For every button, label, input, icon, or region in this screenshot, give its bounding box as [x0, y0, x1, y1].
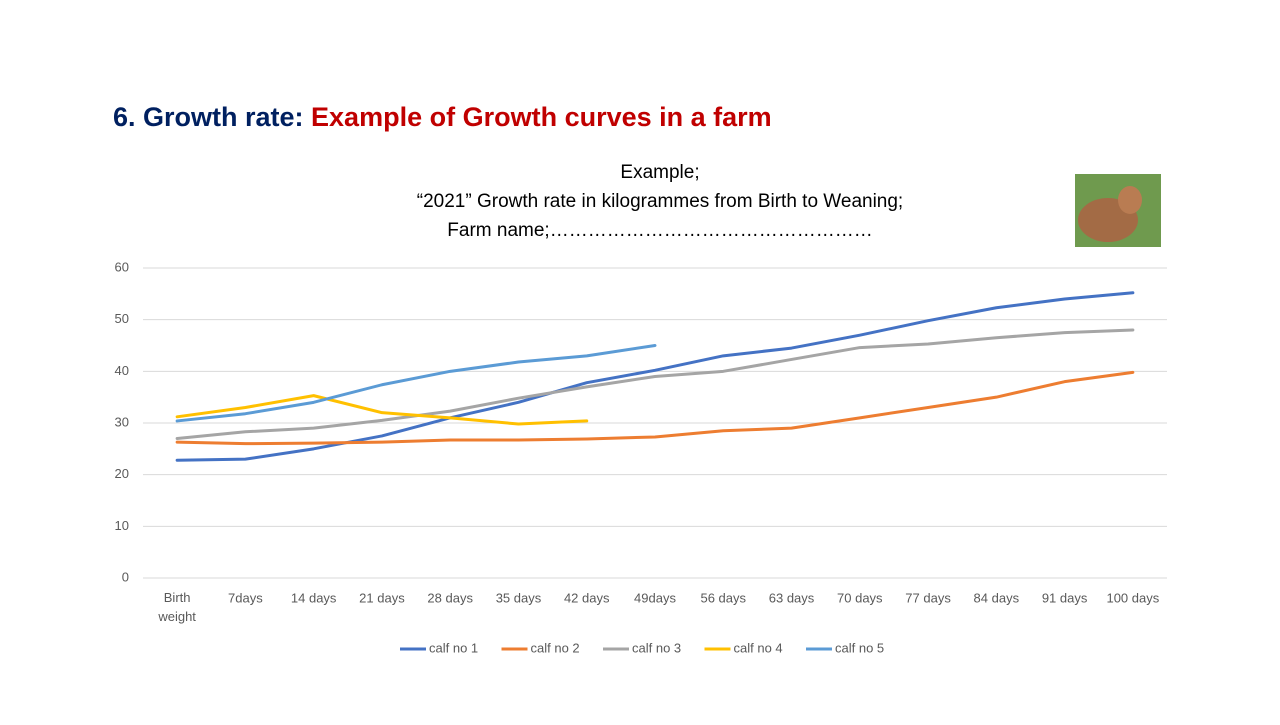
x-tick-label: 14 days — [291, 590, 337, 605]
slide-title: 6. Growth rate: Example of Growth curves… — [113, 102, 772, 132]
x-tick-label: 100 days — [1106, 590, 1159, 605]
legend-label: calf no 5 — [835, 640, 884, 655]
x-tick-label: 35 days — [496, 590, 542, 605]
calf-head — [1118, 186, 1142, 214]
legend-label: calf no 1 — [429, 640, 478, 655]
series-line — [175, 344, 657, 423]
y-tick-label: 50 — [115, 311, 129, 326]
x-tick-label: Birth weight — [157, 590, 196, 624]
chart-title: “2021” Growth rate in kilogrammes from B… — [417, 191, 903, 212]
y-tick-label: 10 — [115, 518, 129, 533]
title-highlight: Example of Growth curves in a farm — [311, 102, 772, 132]
x-tick-label: 56 days — [700, 590, 746, 605]
x-tick-label: 63 days — [769, 590, 815, 605]
legend-label: calf no 4 — [734, 640, 783, 655]
chart-title: Example; — [620, 162, 699, 183]
calf-photo — [1075, 174, 1161, 247]
x-tick-label: 21 days — [359, 590, 405, 605]
x-tick-label: 70 days — [837, 590, 883, 605]
series-line — [175, 291, 1135, 462]
series-line — [175, 394, 589, 426]
x-tick-label: 84 days — [974, 590, 1020, 605]
title-prefix: 6. Growth rate: — [113, 102, 311, 132]
x-tick-label: 42 days — [564, 590, 610, 605]
legend-label: calf no 2 — [531, 640, 580, 655]
x-tick-label: 7days — [228, 590, 263, 605]
x-tick-label: 28 days — [427, 590, 473, 605]
x-tick-label: 49days — [634, 590, 676, 605]
series-line — [175, 328, 1135, 440]
x-tick-label-line: weight — [157, 609, 196, 624]
x-tick-label-line: Birth — [164, 590, 191, 605]
y-tick-label: 20 — [115, 466, 129, 481]
x-tick-label: 77 days — [905, 590, 951, 605]
y-tick-label: 0 — [122, 569, 129, 584]
legend-label: calf no 3 — [632, 640, 681, 655]
y-tick-label: 60 — [115, 259, 129, 274]
y-tick-label: 30 — [115, 414, 129, 429]
x-tick-label: 91 days — [1042, 590, 1088, 605]
series-line — [175, 370, 1135, 446]
y-tick-label: 40 — [115, 363, 129, 378]
chart-title: Farm name;…………………………………………… — [447, 220, 872, 241]
